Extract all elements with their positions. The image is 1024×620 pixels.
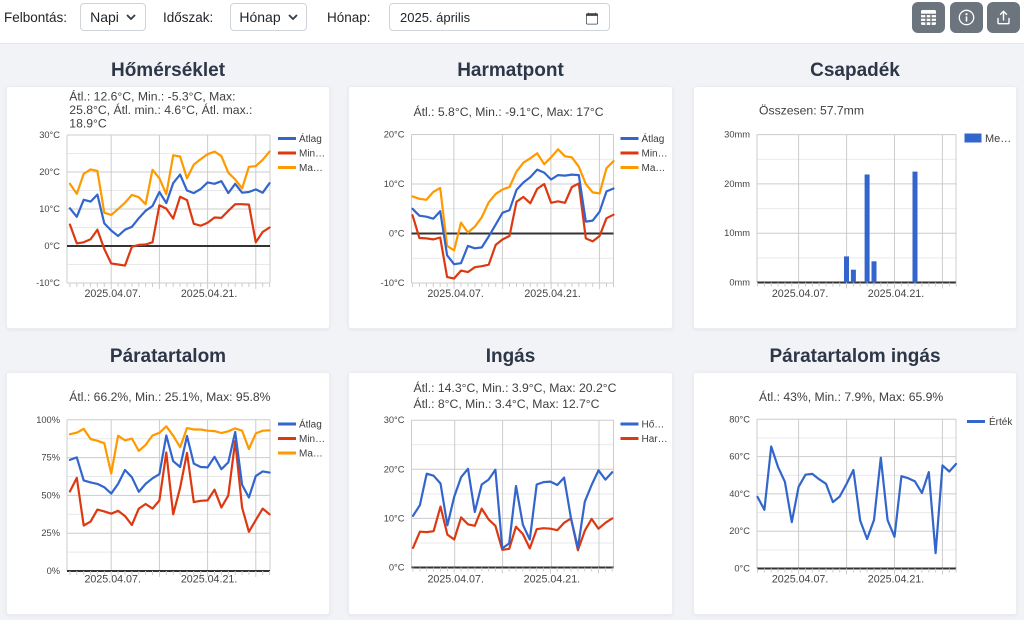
svg-text:30°C: 30°C	[384, 415, 405, 425]
svg-text:60°C: 60°C	[729, 452, 750, 462]
svg-text:Ma…: Ma…	[299, 163, 323, 174]
svg-text:10°C: 10°C	[384, 513, 405, 523]
svg-text:100%: 100%	[36, 415, 60, 425]
svg-text:2025.04.21.: 2025.04.21.	[524, 288, 580, 300]
svg-text:25.8°C, Átl. min.: 4.6°C, Átl.: 25.8°C, Átl. min.: 4.6°C, Átl. max.:	[69, 102, 252, 117]
svg-text:20mm: 20mm	[724, 179, 750, 189]
svg-text:Har…: Har…	[642, 434, 668, 445]
svg-text:0°C: 0°C	[389, 229, 405, 239]
svg-text:Átlag: Átlag	[299, 418, 322, 431]
svg-text:Min…: Min…	[299, 434, 325, 445]
svg-text:Átlag: Átlag	[299, 132, 322, 145]
svg-text:Min…: Min…	[299, 149, 325, 160]
svg-text:Átlag: Átlag	[642, 132, 665, 145]
svg-text:20°C: 20°C	[729, 526, 750, 536]
svg-text:Átl.: 12.6°C, Min.: -5.3°C, Ma: Átl.: 12.6°C, Min.: -5.3°C, Max:	[69, 89, 235, 104]
svg-text:2025.04.07.: 2025.04.07.	[772, 288, 828, 300]
svg-text:Hő…: Hő…	[642, 420, 665, 431]
svg-text:2025.04.07.: 2025.04.07.	[84, 288, 140, 300]
svg-text:25%: 25%	[41, 528, 60, 538]
svg-text:0%: 0%	[47, 566, 60, 576]
svg-text:80°C: 80°C	[729, 414, 750, 424]
svg-text:50%: 50%	[41, 490, 60, 500]
svg-text:2025.04.07.: 2025.04.07.	[84, 574, 140, 586]
svg-text:2025.04.21.: 2025.04.21.	[868, 288, 924, 300]
svg-text:Ma…: Ma…	[299, 449, 323, 460]
svg-text:Me…: Me…	[985, 133, 1011, 145]
svg-text:0°C: 0°C	[389, 563, 405, 573]
svg-text:75%: 75%	[41, 453, 60, 463]
svg-text:18.9°C: 18.9°C	[69, 117, 107, 131]
svg-text:-10°C: -10°C	[381, 278, 405, 288]
svg-text:Min…: Min…	[642, 149, 668, 160]
svg-text:10mm: 10mm	[724, 228, 750, 238]
svg-text:10°C: 10°C	[384, 179, 405, 189]
svg-text:30°C: 30°C	[39, 130, 60, 140]
svg-text:Érték: Érték	[989, 415, 1013, 428]
svg-text:2025.04.07.: 2025.04.07.	[427, 574, 483, 586]
svg-text:Átl.: 5.8°C, Min.: -9.1°C, Max: Átl.: 5.8°C, Min.: -9.1°C, Max: 17°C	[414, 104, 604, 119]
svg-text:Ma…: Ma…	[642, 163, 666, 174]
svg-text:20°C: 20°C	[384, 130, 405, 140]
svg-text:-10°C: -10°C	[36, 278, 60, 288]
svg-text:Átl.: 14.3°C, Min.: 3.9°C, Max: Átl.: 14.3°C, Min.: 3.9°C, Max: 20.2°C	[414, 380, 617, 395]
svg-text:30mm: 30mm	[724, 130, 750, 140]
svg-text:Összesen: 57.7mm: Összesen: 57.7mm	[759, 104, 864, 118]
svg-text:20°C: 20°C	[384, 464, 405, 474]
svg-text:0mm: 0mm	[729, 278, 750, 288]
svg-text:2025.04.21.: 2025.04.21.	[524, 574, 580, 586]
svg-text:0°C: 0°C	[44, 241, 60, 251]
svg-text:2025.04.21.: 2025.04.21.	[181, 288, 237, 300]
svg-text:Átl.: 8°C, Min.: 3.4°C, Max: 1: Átl.: 8°C, Min.: 3.4°C, Max: 12.7°C	[414, 396, 600, 411]
svg-text:2025.04.07.: 2025.04.07.	[427, 288, 483, 300]
svg-text:20°C: 20°C	[39, 167, 60, 177]
svg-text:40°C: 40°C	[729, 489, 750, 499]
svg-text:Átl.: 66.2%, Min.: 25.1%, Max:: Átl.: 66.2%, Min.: 25.1%, Max: 95.8%	[69, 389, 270, 404]
svg-text:10°C: 10°C	[39, 204, 60, 214]
svg-text:2025.04.07.: 2025.04.07.	[772, 574, 828, 586]
svg-text:2025.04.21.: 2025.04.21.	[868, 574, 924, 586]
svg-text:2025.04.21.: 2025.04.21.	[181, 574, 237, 586]
svg-text:Átl.: 43%, Min.: 7.9%, Max: 65: Átl.: 43%, Min.: 7.9%, Max: 65.9%	[759, 389, 943, 404]
svg-text:0°C: 0°C	[734, 564, 750, 574]
